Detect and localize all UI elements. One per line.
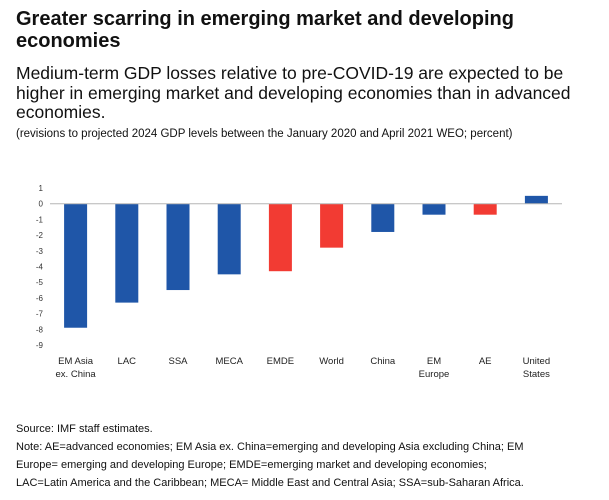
- y-tick-label: -7: [36, 310, 44, 319]
- bar: [217, 203, 241, 275]
- x-category-label: States: [523, 369, 550, 380]
- y-tick-label: -6: [36, 294, 44, 303]
- chart-title: Greater scarring in emerging market and …: [16, 8, 514, 52]
- y-tick-label: -5: [36, 278, 44, 287]
- x-category-label: World: [319, 356, 344, 367]
- y-tick-label: 1: [39, 184, 44, 193]
- y-tick-label: -2: [36, 231, 44, 240]
- bar: [268, 203, 292, 272]
- note-line: Note: AE=advanced economies; EM Asia ex.…: [16, 441, 524, 453]
- bar: [64, 203, 88, 328]
- y-tick-label: -4: [36, 263, 44, 272]
- x-category-label: EM: [427, 356, 441, 367]
- source-note: Source: IMF staff estimates.: [16, 423, 153, 435]
- x-category-label: ex. China: [56, 369, 97, 380]
- bar: [422, 203, 446, 215]
- bar: [473, 203, 497, 215]
- y-tick-label: -9: [36, 341, 44, 350]
- x-category-label: EM Asia: [58, 356, 94, 367]
- bar: [371, 203, 395, 232]
- x-category-label: China: [370, 356, 396, 367]
- bar: [166, 203, 190, 291]
- x-category-label: United: [523, 356, 550, 367]
- y-tick-label: 0: [39, 200, 44, 209]
- bar: [115, 203, 139, 303]
- x-category-label: EMDE: [267, 356, 294, 367]
- y-tick-label: -3: [36, 247, 44, 256]
- x-category-label: SSA: [168, 356, 188, 367]
- units-note: (revisions to projected 2024 GDP levels …: [16, 128, 513, 140]
- x-category-label: AE: [479, 356, 492, 367]
- footer: Source: IMF staff estimates. Note: AE=ad…: [16, 420, 601, 492]
- bar-chart: 1 0 -1 -2 -3 -4 -5 -6 -7 -8 -9 EM Asia ex. China LAC S…: [36, 184, 562, 380]
- x-category-label: LAC: [118, 356, 137, 367]
- bar: [524, 195, 548, 204]
- y-tick-label: -8: [36, 325, 44, 334]
- y-tick-label: -1: [36, 215, 44, 224]
- x-category-label: Europe: [419, 369, 450, 380]
- chart-subtitle: Medium-term GDP losses relative to pre-C…: [16, 63, 571, 122]
- x-category-label: MECA: [215, 356, 243, 367]
- note-line: LAC=Latin America and the Caribbean; MEC…: [16, 477, 524, 489]
- bar: [320, 203, 344, 248]
- note-line: Europe= emerging and developing Europe; …: [16, 459, 487, 471]
